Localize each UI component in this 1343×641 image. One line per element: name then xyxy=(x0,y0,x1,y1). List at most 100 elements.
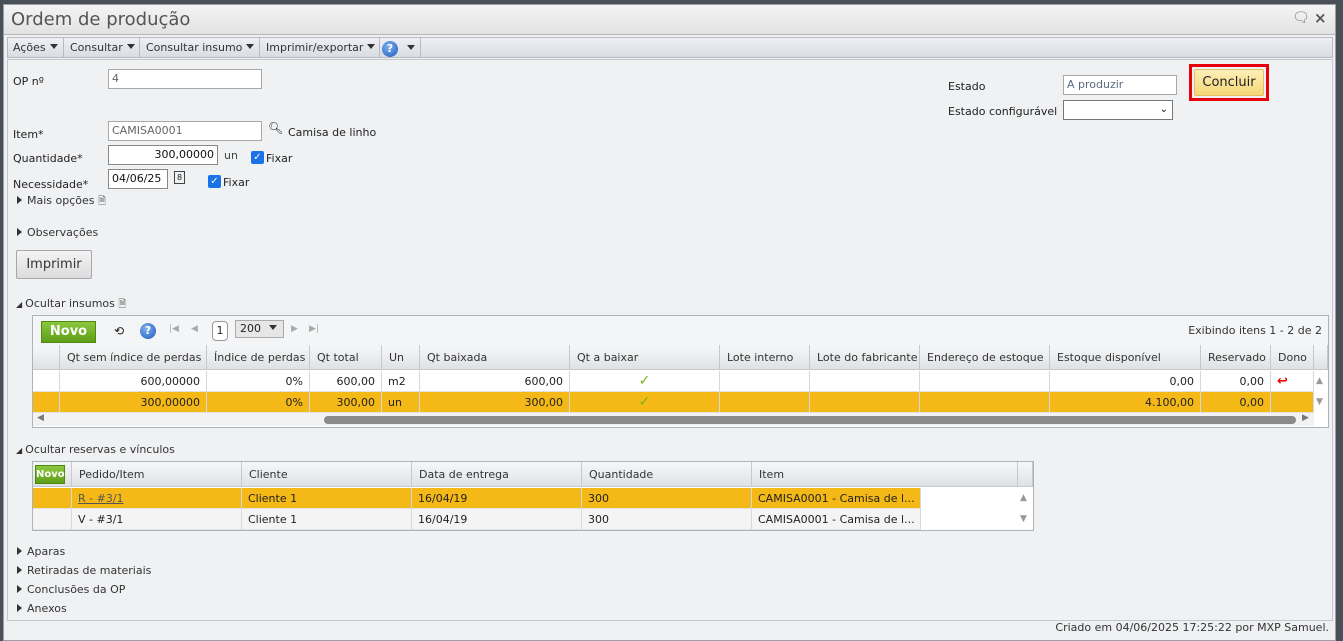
scroll-up-icon[interactable]: ▲ xyxy=(1020,493,1027,503)
column-header[interactable]: Índice de perdas xyxy=(207,345,310,370)
table-cell: 16/04/19 xyxy=(412,488,582,509)
section-toggle[interactable]: Anexos xyxy=(17,602,67,615)
configurable-state-label: Estado configurável xyxy=(948,105,1058,118)
hide-inputs-toggle[interactable]: ◢ Ocultar insumos 🗎︎ xyxy=(16,297,126,314)
comment-icon[interactable]: 🗨 xyxy=(1292,10,1310,26)
column-header[interactable]: Qt total xyxy=(310,345,382,370)
print-button[interactable]: Imprimir xyxy=(16,250,92,279)
table-cell: 300,00 xyxy=(420,392,570,413)
table-cell: m2 xyxy=(382,371,420,392)
column-header[interactable]: Qt a baixar xyxy=(570,345,720,370)
new-input-button[interactable]: Novo xyxy=(41,321,96,343)
caret-icon xyxy=(126,44,135,49)
first-page-icon[interactable]: |◀ xyxy=(169,324,179,334)
calendar-icon[interactable]: 8 xyxy=(174,171,185,184)
section-label: Ocultar insumos xyxy=(25,297,115,310)
return-arrow-icon[interactable] xyxy=(1271,392,1314,413)
next-page-icon[interactable]: ▶ xyxy=(291,324,298,334)
menu-consultar-insumo[interactable]: Consultar insumo xyxy=(141,38,260,57)
page-number-input[interactable]: 1 xyxy=(212,321,228,341)
quantity-field[interactable]: 300,00000 xyxy=(108,145,218,165)
more-options-label: Mais opções xyxy=(27,194,95,207)
section-label: Ocultar reservas e vínculos xyxy=(25,443,175,456)
return-arrow-icon[interactable]: ↩ xyxy=(1271,371,1314,392)
scroll-down-icon[interactable]: ▼ xyxy=(1020,514,1027,524)
menu-acoes[interactable]: Ações xyxy=(8,38,64,57)
more-options-toggle[interactable]: Mais opções 🗎︎ xyxy=(17,194,106,211)
observations-toggle[interactable]: Observações xyxy=(17,226,98,239)
hide-reservations-toggle[interactable]: ◢ Ocultar reservas e vínculos xyxy=(16,443,175,456)
scroll-right-icon[interactable]: ▶ xyxy=(1302,413,1309,423)
horizontal-scroll-thumb[interactable] xyxy=(324,416,1296,424)
column-header[interactable]: Reservado xyxy=(1201,345,1271,370)
menu-help[interactable]: ? xyxy=(381,38,421,57)
table-cell: 600,00 xyxy=(310,371,382,392)
section-toggle[interactable]: Aparas xyxy=(17,545,65,558)
table-cell xyxy=(920,392,1050,413)
column-header[interactable]: Lote do fabricante xyxy=(810,345,920,370)
need-date-field[interactable]: 04/06/25 xyxy=(108,169,168,189)
fix-quantity-checkbox[interactable]: ✓ xyxy=(251,151,264,164)
column-header[interactable]: Un xyxy=(382,345,420,370)
row-selector[interactable] xyxy=(33,371,60,392)
table-cell: 16/04/19 xyxy=(412,509,582,530)
column-header[interactable]: Endereço de estoque xyxy=(920,345,1050,370)
page-size-select[interactable]: 200 xyxy=(235,320,284,338)
column-header[interactable]: Qt sem índice de perdas xyxy=(60,345,207,370)
order-link[interactable]: R - #3/1 xyxy=(72,488,242,509)
reservations-grid: Novo Pedido/Item Cliente Data de entrega Qua… xyxy=(32,461,1034,531)
menu-label: Consultar insumo xyxy=(146,41,243,54)
notes-icon: 🗎︎ xyxy=(118,299,127,310)
column-header[interactable]: Pedido/Item xyxy=(72,462,242,487)
scroll-up-icon[interactable]: ▲ xyxy=(1316,376,1323,386)
scroll-left-icon[interactable]: ◀ xyxy=(37,413,44,423)
row-selector[interactable] xyxy=(33,509,72,530)
conclude-button[interactable]: Concluir xyxy=(1194,69,1264,96)
item-description: Camisa de linho xyxy=(288,126,377,139)
new-reservation-button[interactable]: Novo xyxy=(35,465,65,484)
op-number-field[interactable]: 4 xyxy=(108,69,262,89)
table-cell: 300,00000 xyxy=(60,392,207,413)
column-header[interactable]: Lote interno xyxy=(720,345,810,370)
section-label: Aparas xyxy=(27,545,66,558)
state-label: Estado xyxy=(948,80,986,93)
order-link[interactable]: V - #3/1 xyxy=(72,509,242,530)
menu-consultar[interactable]: Consultar xyxy=(65,38,140,57)
quantity-unit: un xyxy=(224,149,238,162)
section-toggle[interactable]: Retiradas de materiais xyxy=(17,564,151,577)
column-header[interactable]: Cliente xyxy=(242,462,412,487)
table-cell: 0,00 xyxy=(1050,371,1201,392)
section-toggle[interactable]: Conclusões da OP xyxy=(17,583,125,596)
column-header[interactable]: Qt baixada xyxy=(420,345,570,370)
chevron-down-icon: ⌄ xyxy=(1159,104,1168,115)
table-cell: 0% xyxy=(207,371,310,392)
column-header[interactable]: Dono xyxy=(1271,345,1314,370)
column-header[interactable]: Quantidade xyxy=(582,462,752,487)
row-selector[interactable] xyxy=(33,488,72,509)
item-field[interactable]: CAMISA0001 xyxy=(108,121,262,141)
menu-imprimir-exportar[interactable]: Imprimir/exportar xyxy=(261,38,380,57)
section-label: Conclusões da OP xyxy=(27,583,126,596)
refresh-icon[interactable]: ⟲ xyxy=(114,324,125,338)
table-cell xyxy=(810,392,920,413)
prev-page-icon[interactable]: ◀ xyxy=(191,324,198,334)
search-icon[interactable]: 🔍︎ xyxy=(268,121,284,135)
column-header[interactable]: Data de entrega xyxy=(412,462,582,487)
close-icon[interactable]: × xyxy=(1314,9,1327,27)
fix-need-checkbox[interactable]: ✓ xyxy=(208,175,221,188)
expand-icon xyxy=(17,228,22,236)
table-cell: CAMISA0001 - Camisa de l... xyxy=(752,488,921,509)
help-icon: ? xyxy=(382,41,398,57)
caret-icon xyxy=(49,44,58,49)
help-icon[interactable]: ? xyxy=(140,323,156,339)
expand-icon xyxy=(17,196,22,204)
observations-label: Observações xyxy=(27,226,99,239)
column-header[interactable]: Estoque disponível xyxy=(1050,345,1201,370)
last-page-icon[interactable]: ▶| xyxy=(309,324,319,334)
caret-icon xyxy=(367,44,376,49)
page-size-value: 200 xyxy=(240,322,261,335)
row-selector[interactable] xyxy=(33,392,60,413)
configurable-state-select[interactable]: ⌄ xyxy=(1063,100,1173,120)
column-header[interactable]: Item xyxy=(752,462,1018,487)
scroll-down-icon[interactable]: ▼ xyxy=(1316,397,1323,407)
